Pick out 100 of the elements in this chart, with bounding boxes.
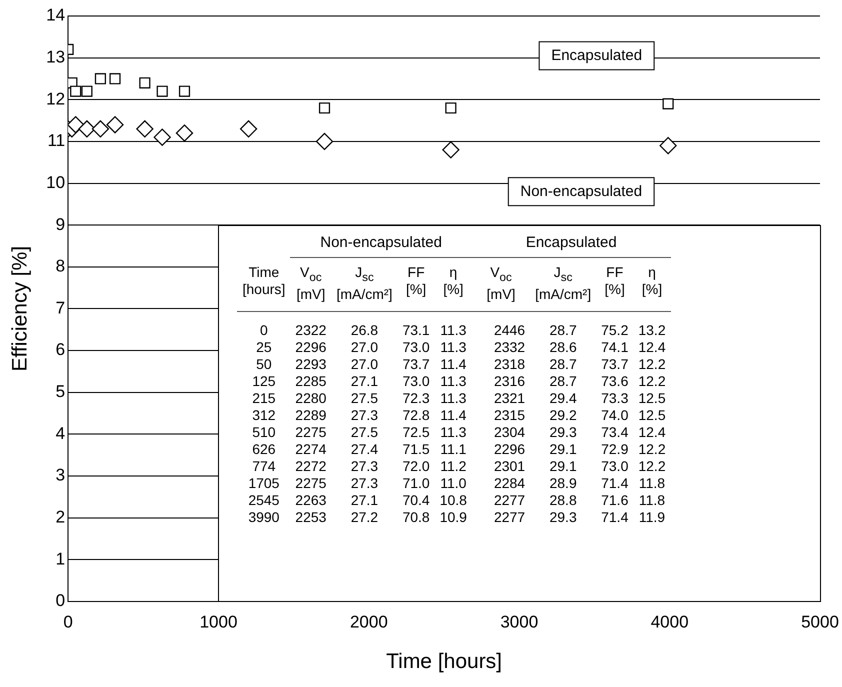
annotation: 75.2	[600, 320, 630, 339]
y-tick-label: 3	[56, 466, 66, 485]
annotation: 11.3	[439, 320, 468, 339]
annotation: 72.3	[401, 390, 431, 407]
annotation: 0	[258, 320, 269, 339]
annotation: 27.3	[350, 458, 380, 475]
annotation: η [%]	[434, 258, 472, 312]
annotation: 26.8	[350, 320, 380, 339]
annotation: FF [%]	[596, 258, 634, 312]
annotation: 25	[255, 338, 273, 356]
annotation: 10.9	[438, 508, 468, 526]
annotation: 2332	[492, 338, 526, 356]
annotation: 11.0	[439, 474, 468, 492]
annotation: Non-encapsulated	[290, 234, 472, 258]
annotation: 2545	[247, 492, 280, 509]
annotation: 27.4	[350, 440, 380, 458]
annotation: 74.1	[600, 338, 630, 356]
annotation: 11.2	[439, 458, 468, 475]
annotation: 2301	[492, 458, 526, 475]
annotation: J$_{sc}$ [mA/cm²]	[530, 258, 596, 312]
x-tick-label: 5000	[801, 612, 839, 632]
annotation: 11.3	[439, 338, 468, 356]
y-tick-label: 7	[56, 298, 66, 318]
x-axis-title: Time [hours]	[386, 650, 502, 674]
x-tick-label: 2000	[350, 612, 388, 632]
annotation: 12.2	[637, 440, 667, 458]
x-tick-label: 1000	[200, 612, 238, 632]
annotation: 29.1	[548, 440, 578, 458]
text: Encapsulated	[551, 46, 642, 64]
y-tick-label: 9	[56, 214, 66, 234]
annotation: 2322	[294, 320, 328, 339]
annotation: FF [%]	[397, 258, 435, 312]
annotation: 13.2	[637, 320, 667, 339]
annotation: 312	[251, 406, 277, 424]
annotation: 2277	[492, 508, 526, 526]
annotation: 215	[251, 390, 277, 407]
annotation: 73.7	[401, 356, 431, 373]
annotation: Encapsulated	[472, 234, 671, 258]
annotation: 72.9	[600, 440, 630, 458]
y-tick-label: 6	[56, 340, 66, 360]
annotation: 71.6	[600, 492, 630, 509]
annotation: η [%]	[633, 258, 671, 312]
annotation: 50	[255, 356, 273, 373]
annotation: 27.0	[350, 356, 380, 373]
annotation: 28.7	[548, 356, 578, 373]
annotation: 2289	[294, 406, 328, 424]
annotation: 11.3	[439, 424, 468, 441]
annotation: 2321	[492, 390, 526, 407]
annotation: 28.7	[548, 320, 578, 339]
annotation: 2315	[492, 406, 526, 424]
annotation: 11.8	[638, 492, 666, 509]
annotation: 12.2	[637, 372, 667, 390]
x-tick-label: 4000	[650, 612, 689, 632]
annotation: 27.5	[350, 424, 380, 441]
annotation: 2304	[492, 424, 526, 441]
y-tick-label: 2	[56, 507, 66, 526]
annotation: 10.8	[438, 492, 468, 509]
annotation: 72.0	[401, 458, 431, 475]
annotation: 12.4	[637, 338, 667, 356]
annotation: 71.4	[600, 508, 630, 526]
annotation: 2296	[492, 440, 526, 458]
y-tick-label: 11	[47, 131, 66, 150]
y-tick-label: 0	[56, 591, 66, 610]
annotation: 626	[251, 440, 277, 458]
annotation: 2280	[294, 390, 328, 407]
annotation: 27.2	[350, 508, 380, 526]
annotation: 2446	[492, 320, 526, 339]
annotation: 12.4	[637, 424, 667, 441]
annotation: 774	[251, 458, 277, 475]
annotation: 29.3	[548, 508, 578, 526]
annotation: 125	[251, 372, 277, 390]
annotation: 27.1	[350, 492, 380, 509]
annotation: 71.0	[401, 474, 431, 492]
annotation: 11.1	[439, 440, 468, 458]
y-axis-title: Efficiency [%]	[8, 246, 32, 372]
y-tick-label: 5	[56, 382, 66, 402]
y-tick-label: 1	[56, 549, 66, 568]
annotation: 2296	[294, 338, 328, 356]
annotation: V$_{oc}$ [mV]	[290, 258, 332, 312]
annotation: 71.4	[600, 474, 630, 492]
y-tick-label: 14	[46, 6, 66, 25]
annotation: 11.3	[439, 372, 468, 390]
annotation: 3990	[247, 508, 280, 526]
annotation: 73.0	[600, 458, 630, 475]
annotation: 73.0	[401, 338, 431, 356]
annotation: 12.2	[637, 458, 667, 475]
annotation: 2272	[294, 458, 328, 475]
annotation: 2253	[294, 508, 328, 526]
y-tick-label: 10	[46, 172, 66, 192]
annotation: 70.4	[401, 492, 431, 509]
annotation: 29.2	[548, 406, 578, 424]
annotation: 73.4	[600, 424, 630, 441]
annotation: 11.8	[638, 474, 666, 492]
annotation: 12.5	[637, 406, 667, 424]
annotation: 72.8	[401, 406, 431, 424]
annotation: 71.5	[401, 440, 431, 458]
annotation: 29.1	[548, 458, 578, 475]
y-tick-label: 4	[56, 424, 66, 443]
annotation: 2316	[492, 372, 526, 390]
y-tick-label: 12	[46, 89, 66, 108]
